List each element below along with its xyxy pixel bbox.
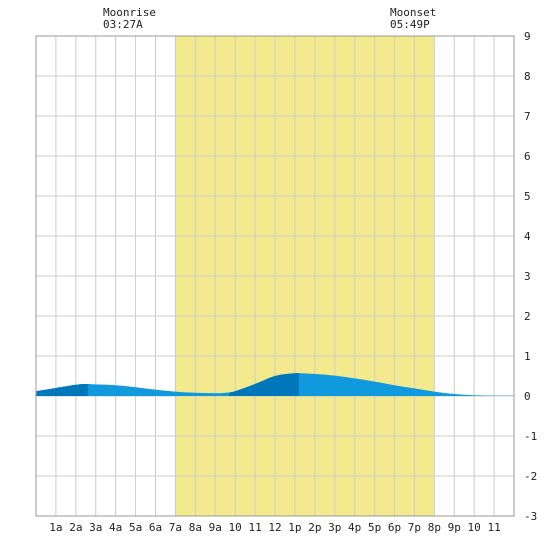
- x-tick-label: 1a: [49, 521, 62, 534]
- y-tick-label: 9: [524, 30, 531, 43]
- x-tick-label: 7p: [408, 521, 421, 534]
- x-tick-label: 5a: [129, 521, 142, 534]
- moonrise-time: 03:27A: [103, 18, 143, 31]
- x-tick-label: 11: [248, 521, 261, 534]
- y-tick-label: 3: [524, 270, 531, 283]
- tide-area: [36, 373, 514, 396]
- x-axis-tick-labels: 1a 2a 3a 4a 5a 6a 7a 8a 9a 10 11 12 1p 2p 3p 4p 5p 6p 7p 8p…: [49, 521, 500, 534]
- moonrise-title: Moonrise: [103, 6, 156, 19]
- y-tick-label: 8: [524, 70, 531, 83]
- y-tick-label: 2: [524, 310, 531, 323]
- x-tick-label: 5p: [368, 521, 381, 534]
- tide-area-highlight: [36, 383, 88, 396]
- y-tick-label: 6: [524, 150, 531, 163]
- x-tick-label: 11: [487, 521, 500, 534]
- y-tick-label: -1: [524, 430, 537, 443]
- y-tick-label: 5: [524, 190, 531, 203]
- x-tick-label: 9p: [448, 521, 461, 534]
- x-tick-label: 1p: [288, 521, 301, 534]
- x-tick-label: 10: [229, 521, 242, 534]
- x-tick-label: 3a: [89, 521, 102, 534]
- x-tick-label: 10: [468, 521, 481, 534]
- x-tick-label: 9a: [209, 521, 222, 534]
- y-tick-label: -3: [524, 510, 537, 523]
- y-tick-label: -2: [524, 470, 537, 483]
- y-axis-tick-labels: -3 -2 -1 0 1 2 3 4 5 6 7 8 9: [524, 30, 537, 523]
- moonset-title: Moonset: [390, 6, 436, 19]
- y-tick-label: 4: [524, 230, 531, 243]
- x-tick-label: 6p: [388, 521, 401, 534]
- moonset-time: 05:49P: [390, 18, 430, 31]
- y-tick-label: 0: [524, 390, 531, 403]
- x-tick-label: 7a: [169, 521, 182, 534]
- y-tick-label: 1: [524, 350, 531, 363]
- x-tick-label: 6a: [149, 521, 162, 534]
- plot-border: [35, 35, 515, 517]
- x-tick-label: 2a: [69, 521, 82, 534]
- x-tick-label: 4a: [109, 521, 122, 534]
- x-tick-label: 2p: [308, 521, 321, 534]
- x-tick-label: 8a: [189, 521, 202, 534]
- tide-area-highlight: [229, 373, 299, 396]
- x-tick-label: 3p: [328, 521, 341, 534]
- x-tick-label: 8p: [428, 521, 441, 534]
- horizontal-gridlines: [36, 75, 514, 477]
- x-tick-label: 12: [268, 521, 281, 534]
- x-tick-label: 4p: [348, 521, 361, 534]
- y-tick-label: 7: [524, 110, 531, 123]
